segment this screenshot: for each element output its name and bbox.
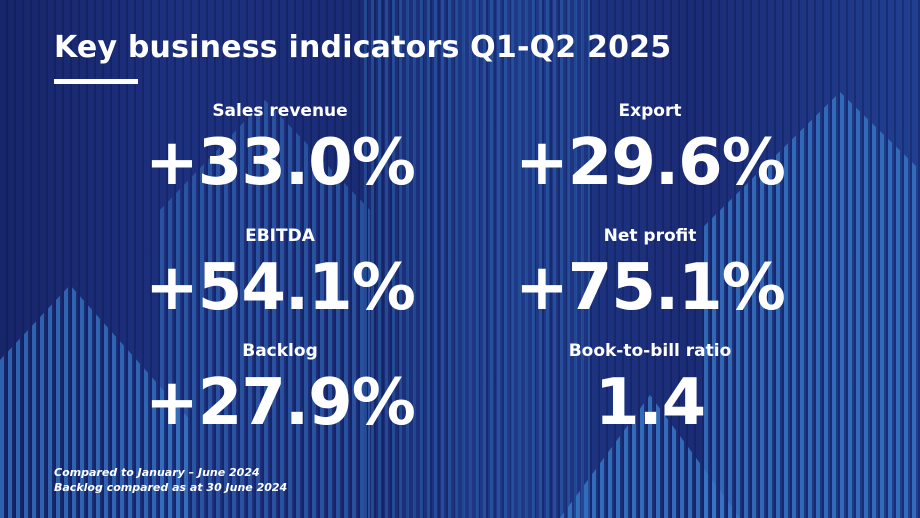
kpi-net-profit: Net profit +75.1% [430,226,870,320]
kpi-value: +54.1% [145,251,416,325]
kpi-value: +75.1% [515,251,786,325]
kpi-label: Backlog [242,341,318,361]
kpi-label: Net profit [603,226,697,246]
right-peak [700,92,920,518]
bottom-center-peak [560,395,740,518]
kpi-value: +27.9% [145,366,416,440]
kpi-value: +33.0% [145,126,416,200]
left-bottom-peak [0,285,190,518]
footnote: Backlog compared as at 30 June 2024 [54,481,288,494]
kpi-backlog: Backlog +27.9% [60,341,500,435]
kpi-value: 1.4 [594,366,706,440]
kpi-book-to-bill: Book-to-bill ratio 1.4 [430,341,870,435]
kpi-label: Book-to-bill ratio [568,341,732,361]
kpi-export: Export +29.6% [430,101,870,195]
left-mid-peak [160,100,370,518]
kpi-label: Export [618,101,682,121]
kpi-label: EBITDA [245,226,315,246]
footnotes: Compared to January – June 2024 Backlog … [54,465,287,495]
footnote: Compared to January – June 2024 [54,466,260,479]
kpi-value: +29.6% [515,126,786,200]
kpi-sales-revenue: Sales revenue +33.0% [60,101,500,195]
kpi-ebitda: EBITDA +54.1% [60,226,500,320]
center-stripe-band [360,0,590,518]
title-underline [54,79,138,84]
kpi-label: Sales revenue [212,101,348,121]
page-title: Key business indicators Q1-Q2 2025 [54,30,672,65]
